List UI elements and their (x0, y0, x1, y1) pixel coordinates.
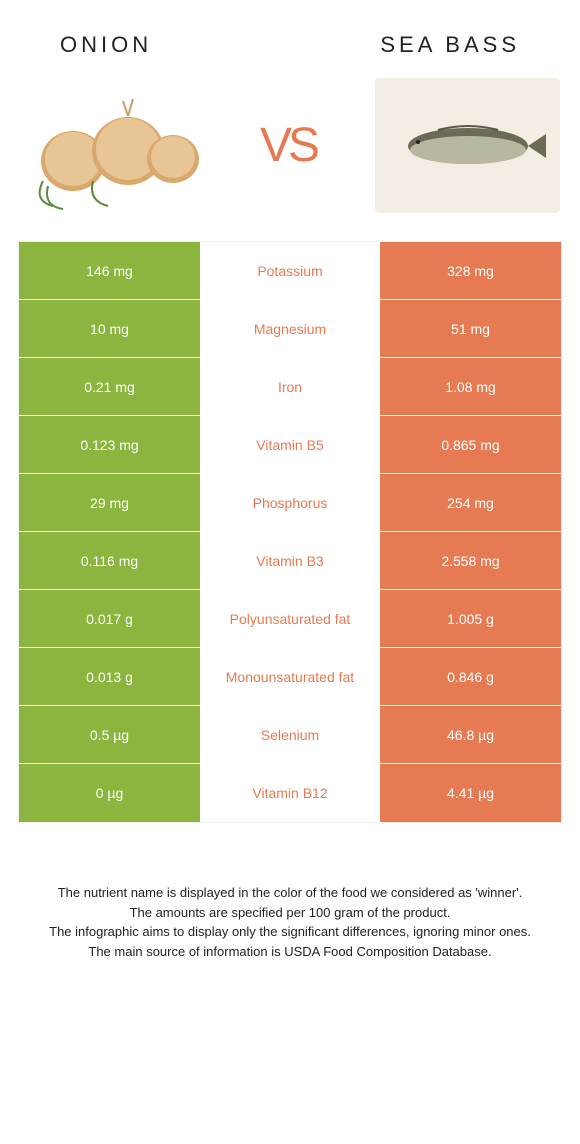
table-row: 0.116 mgVitamin B32.558 mg (19, 532, 561, 590)
left-value: 146 mg (19, 242, 200, 299)
right-value: 4.41 µg (380, 764, 561, 822)
vs-label: V S (260, 118, 320, 173)
left-value: 0.5 µg (19, 706, 200, 763)
nutrient-name: Phosphorus (200, 474, 380, 531)
footer-line: The main source of information is USDA F… (30, 942, 550, 962)
onion-icon (23, 81, 203, 211)
right-value: 328 mg (380, 242, 561, 299)
left-value: 29 mg (19, 474, 200, 531)
left-value: 0.123 mg (19, 416, 200, 473)
fish-icon (388, 116, 548, 176)
comparison-table: 146 mgPotassium328 mg10 mgMagnesium51 mg… (18, 241, 562, 823)
footer-line: The amounts are specified per 100 gram o… (30, 903, 550, 923)
table-row: 0.013 gMonounsaturated fat0.846 g (19, 648, 561, 706)
seabass-image (375, 78, 560, 213)
left-value: 0.116 mg (19, 532, 200, 589)
left-value: 0.21 mg (19, 358, 200, 415)
nutrient-name: Vitamin B12 (200, 764, 380, 822)
right-food-title: SEA BASS (380, 32, 520, 58)
table-row: 0.21 mgIron1.08 mg (19, 358, 561, 416)
right-value: 2.558 mg (380, 532, 561, 589)
left-value: 0.017 g (19, 590, 200, 647)
right-value: 1.08 mg (380, 358, 561, 415)
nutrient-name: Monounsaturated fat (200, 648, 380, 705)
vs-s: S (288, 118, 320, 173)
nutrient-name: Vitamin B5 (200, 416, 380, 473)
right-value: 46.8 µg (380, 706, 561, 763)
nutrient-name: Polyunsaturated fat (200, 590, 380, 647)
table-row: 0.017 gPolyunsaturated fat1.005 g (19, 590, 561, 648)
table-row: 146 mgPotassium328 mg (19, 242, 561, 300)
table-row: 0 µgVitamin B124.41 µg (19, 764, 561, 822)
left-value: 0 µg (19, 764, 200, 822)
right-value: 0.865 mg (380, 416, 561, 473)
right-value: 51 mg (380, 300, 561, 357)
nutrient-name: Selenium (200, 706, 380, 763)
nutrient-name: Magnesium (200, 300, 380, 357)
nutrient-name: Iron (200, 358, 380, 415)
table-row: 10 mgMagnesium51 mg (19, 300, 561, 358)
right-value: 1.005 g (380, 590, 561, 647)
onion-image (20, 78, 205, 213)
right-value: 0.846 g (380, 648, 561, 705)
right-value: 254 mg (380, 474, 561, 531)
table-row: 0.123 mgVitamin B50.865 mg (19, 416, 561, 474)
nutrient-name: Vitamin B3 (200, 532, 380, 589)
left-value: 10 mg (19, 300, 200, 357)
images-row: V S (0, 78, 580, 241)
header: ONION SEA BASS (0, 0, 580, 78)
nutrient-name: Potassium (200, 242, 380, 299)
table-row: 0.5 µgSelenium46.8 µg (19, 706, 561, 764)
footer-line: The infographic aims to display only the… (30, 922, 550, 942)
left-value: 0.013 g (19, 648, 200, 705)
footer-line: The nutrient name is displayed in the co… (30, 883, 550, 903)
table-row: 29 mgPhosphorus254 mg (19, 474, 561, 532)
footer-notes: The nutrient name is displayed in the co… (0, 823, 580, 961)
left-food-title: ONION (60, 32, 152, 58)
